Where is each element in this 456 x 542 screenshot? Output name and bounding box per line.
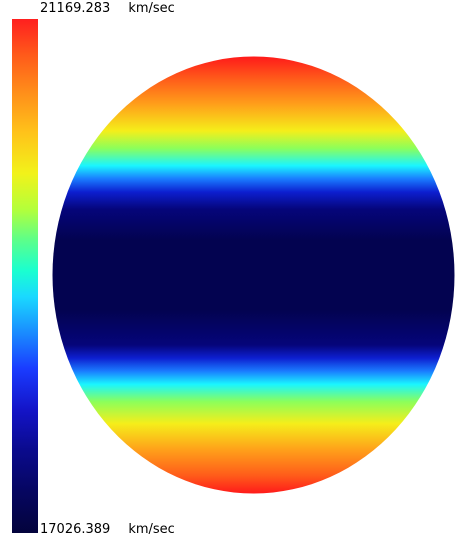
colorbar-max-label: 21169.283 km/sec xyxy=(40,1,175,16)
colorbar-min-unit: km/sec xyxy=(128,522,175,537)
colorbar-min-label: 17026.389 km/sec xyxy=(40,522,175,537)
velocity-disc xyxy=(52,56,455,494)
velocity-disc-svg xyxy=(52,56,455,494)
colorbar-min-value: 17026.389 xyxy=(40,522,111,537)
colorbar-max-unit: km/sec xyxy=(128,1,175,16)
colorbar-max-value: 21169.283 xyxy=(40,1,111,16)
disc-ellipse xyxy=(52,56,455,494)
colorbar xyxy=(12,19,38,533)
